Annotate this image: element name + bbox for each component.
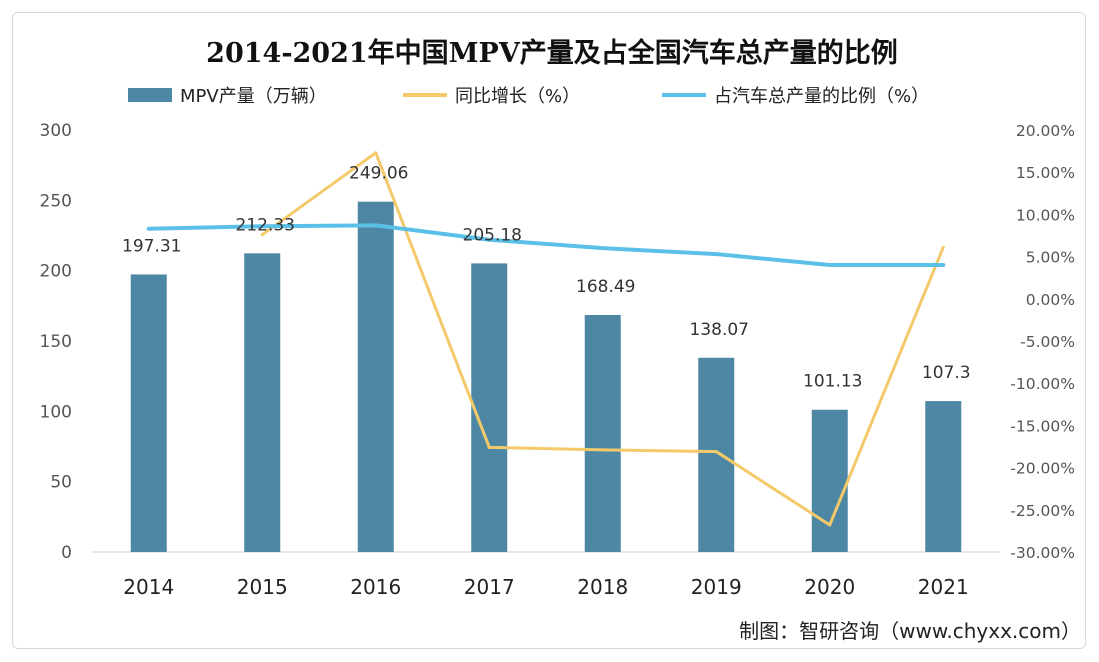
line-point	[374, 223, 378, 227]
x-tick-label: 2017	[464, 575, 515, 599]
x-tick-label: 2016	[350, 575, 401, 599]
bar	[811, 409, 848, 552]
line-point	[714, 450, 718, 454]
bar-data-label: 168.49	[576, 277, 635, 297]
bar-data-label: 205.18	[463, 225, 522, 245]
x-tick-label: 2021	[918, 575, 969, 599]
line-point	[828, 523, 832, 527]
bar-series	[130, 201, 962, 553]
share-line	[146, 223, 946, 268]
bar	[471, 263, 508, 552]
y-left-tick-label: 100	[40, 402, 72, 422]
line-point	[828, 263, 832, 267]
line-point	[941, 245, 945, 249]
y-left-tick-label: 300	[40, 121, 72, 141]
legend-label: MPV产量（万辆）	[180, 86, 327, 107]
line-point	[714, 252, 718, 256]
line-point	[487, 445, 491, 449]
x-tick-label: 2019	[691, 575, 742, 599]
line-point	[260, 233, 264, 237]
bar	[925, 401, 962, 552]
legend-swatch-bar	[128, 88, 172, 102]
y-left-tick-label: 250	[40, 191, 72, 211]
y-left-tick-label: 0	[61, 543, 72, 563]
bar-data-label: 138.07	[690, 320, 749, 340]
y-right-tick-label: 5.00%	[1026, 249, 1075, 267]
line-point	[601, 246, 605, 250]
data-labels: 197.31 212.33 249.06 205.18 168.49 138.07 101.…	[122, 164, 971, 392]
line-point	[147, 227, 151, 231]
bar	[698, 357, 735, 552]
axes: 0 50 100 150 200 250 300 -30.00% -25.00% -20.00% -…	[40, 121, 1075, 599]
line-point	[601, 448, 605, 452]
bar	[357, 201, 394, 553]
y-right-tick-label: 20.00%	[1016, 122, 1075, 140]
y-left-tick-label: 50	[50, 473, 72, 493]
bar	[244, 253, 281, 553]
bar-data-label: 101.13	[803, 372, 862, 392]
line-point	[941, 263, 945, 267]
y-right-tick-label: 10.00%	[1016, 206, 1075, 224]
chart-title: 2014-2021年中国MPV产量及占全国汽车总产量的比例	[206, 37, 898, 69]
y-left-tick-label: 150	[40, 332, 72, 352]
line-point	[487, 238, 491, 242]
x-tick-label: 2014	[123, 575, 174, 599]
y-right-tick-label: 0.00%	[1026, 291, 1075, 309]
legend-label: 占汽车总产量的比例（%）	[714, 86, 929, 107]
y-right-tick-label: -30.00%	[1010, 544, 1075, 562]
y-right-tick-label: -5.00%	[1020, 333, 1075, 351]
bar	[130, 274, 167, 552]
bar-data-label: 107.3	[922, 363, 971, 383]
line-point	[260, 224, 264, 228]
bar	[584, 314, 621, 552]
x-tick-label: 2020	[804, 575, 855, 599]
bar-data-label: 249.06	[349, 164, 408, 184]
line-series	[146, 151, 946, 527]
x-tick-label: 2015	[237, 575, 288, 599]
line-point	[374, 151, 378, 155]
legend: MPV产量（万辆） 同比增长（%） 占汽车总产量的比例（%）	[128, 86, 929, 107]
bar-data-label: 197.31	[122, 236, 181, 256]
y-right-tick-label: -20.00%	[1010, 460, 1075, 478]
chart-frame	[12, 12, 1086, 649]
y-left-tick-label: 200	[40, 262, 72, 282]
y-right-tick-label: -10.00%	[1010, 375, 1075, 393]
legend-label: 同比增长（%）	[455, 86, 580, 107]
y-right-tick-label: -15.00%	[1010, 417, 1075, 435]
bar-data-label: 212.33	[236, 215, 295, 235]
y-right-tick-label: 15.00%	[1016, 164, 1075, 182]
source-note: 制图：智研咨询（www.chyxx.com）	[739, 619, 1081, 643]
x-tick-label: 2018	[577, 575, 628, 599]
y-right-tick-label: -25.00%	[1010, 502, 1075, 520]
